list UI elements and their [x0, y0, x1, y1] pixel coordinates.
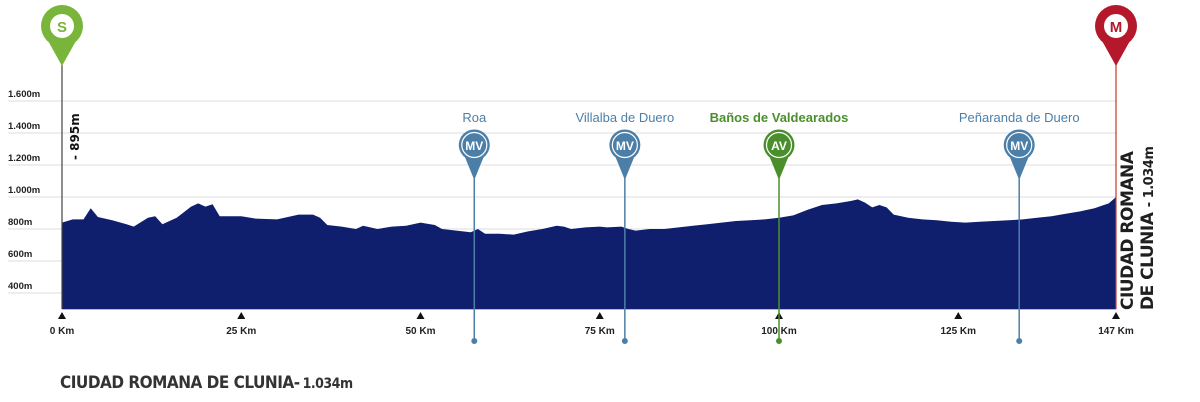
- x-tick-label: 147 Km: [1098, 326, 1134, 337]
- finish-marker-pin-center: [1104, 14, 1128, 38]
- point-pin-tail: [768, 153, 791, 180]
- x-tick-label: 25 Km: [226, 326, 256, 337]
- footer-title: CIUDAD ROMANA DE CLUNIA- 1.034m: [60, 373, 353, 393]
- point-badge-ring: [461, 131, 488, 159]
- x-tick-label: 75 Km: [585, 326, 615, 337]
- point-badge-bg: [458, 129, 490, 161]
- x-axis: 0 Km 25 Km 50 Km 75 Km 100 Km 125 Km 147 Km: [50, 309, 1134, 337]
- finish-marker: M: [1095, 5, 1137, 309]
- point-dot: [776, 338, 783, 344]
- finish-elevation: - 1.034m: [1142, 146, 1157, 208]
- start-elevation-label: - 895m: [68, 113, 82, 160]
- x-tick-label: 0 Km: [50, 326, 75, 337]
- point-pin-tail: [1008, 153, 1031, 180]
- point-name: Roa: [462, 110, 487, 125]
- point-dot: [1016, 338, 1023, 344]
- x-tick-marker: [595, 312, 604, 319]
- elevation-profile-area: [62, 197, 1116, 309]
- start-marker: S: [41, 5, 83, 309]
- x-tick-marker: [237, 312, 246, 319]
- footer-title-text: CIUDAD ROMANA DE CLUNIA-: [60, 373, 300, 393]
- finish-name-line1: CIUDAD ROMANA: [1118, 151, 1138, 310]
- finish-marker-letter: M: [1110, 19, 1123, 36]
- y-axis-labels: 400m 600m 800m 1.000m 1.200m 1.400m 1.600m: [8, 89, 40, 292]
- x-tick-label: 125 Km: [940, 326, 976, 337]
- point-name: Baños de Valdearados: [710, 110, 849, 125]
- point-badge-ring: [765, 131, 793, 159]
- point-dot: [621, 338, 628, 344]
- x-tick-marker: [416, 312, 425, 319]
- point-name: Peñaranda de Duero: [959, 110, 1080, 125]
- finish-name-line2: DE CLUNIA: [1138, 212, 1158, 310]
- point-pin-tail: [463, 153, 486, 180]
- point-badge-bg: [609, 129, 641, 161]
- point-mv: MV Villalba de Duero: [575, 110, 674, 344]
- point-badge-ring: [1006, 131, 1033, 159]
- y-tick-label: 1.000m: [8, 185, 40, 196]
- point-pin-tail: [613, 153, 636, 180]
- x-tick-label: 50 Km: [405, 326, 435, 337]
- point-badge-text: AV: [771, 139, 787, 153]
- point-mv: MV Peñaranda de Duero: [959, 110, 1080, 344]
- y-tick-label: 400m: [8, 281, 32, 292]
- y-tick-label: 800m: [8, 217, 32, 228]
- point-badge-bg: [1003, 129, 1035, 161]
- point-badge-text: MV: [465, 139, 483, 153]
- point-name: Villalba de Duero: [575, 110, 674, 125]
- finish-label: CIUDAD ROMANA DE CLUNIA - 1.034m: [1118, 146, 1168, 310]
- y-tick-label: 600m: [8, 249, 32, 260]
- point-badge-ring: [611, 131, 638, 159]
- point-mv: MV Roa: [458, 110, 490, 344]
- footer-elevation: 1.034m: [302, 376, 353, 392]
- x-tick-marker: [58, 312, 66, 319]
- x-tick-marker: [1112, 312, 1120, 319]
- start-finish-markers: S M - 895m: [41, 5, 1137, 309]
- point-av: AV Baños de Valdearados: [710, 110, 849, 344]
- point-badge-text: MV: [616, 139, 634, 153]
- point-dot: [471, 338, 478, 344]
- point-badge-bg: [763, 129, 795, 161]
- intermediate-points: MV Roa MV Villalba de Duero AV Baños de Valde…: [458, 110, 1080, 344]
- point-badge-text: MV: [1010, 139, 1028, 153]
- y-tick-label: 1.400m: [8, 121, 40, 132]
- y-tick-label: 1.600m: [8, 89, 40, 100]
- start-marker-letter: S: [57, 19, 67, 36]
- start-marker-pin-center: [50, 14, 74, 38]
- x-tick-marker: [954, 312, 963, 319]
- y-tick-label: 1.200m: [8, 153, 40, 164]
